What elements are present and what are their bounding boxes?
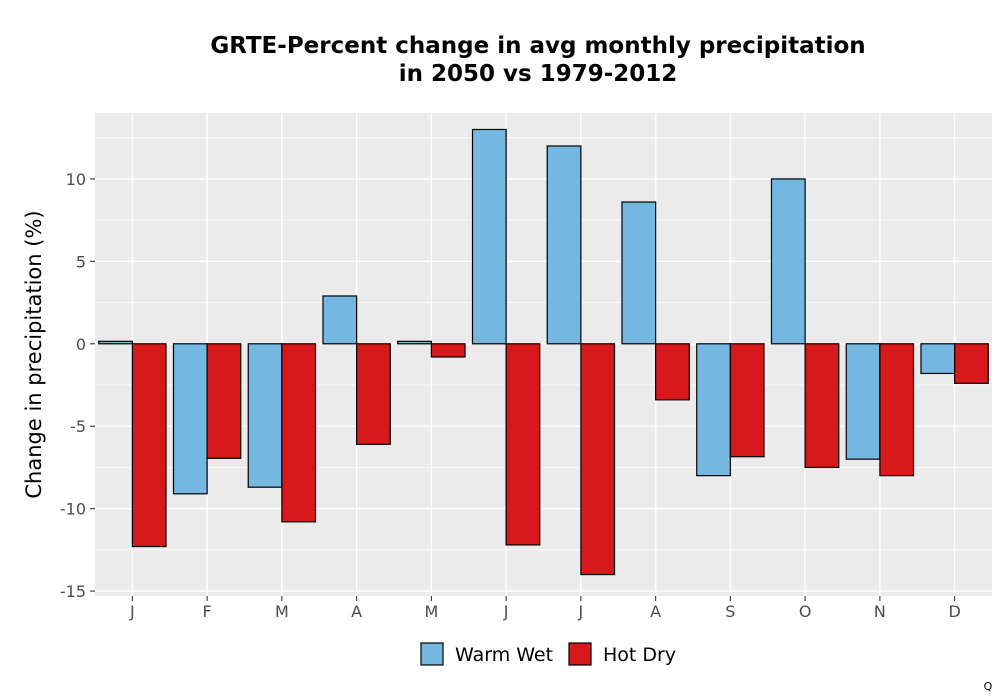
legend: Warm Wet Hot Dry	[420, 642, 676, 666]
y-tick-label: -15	[60, 582, 86, 601]
legend-swatch-warm-wet	[420, 642, 444, 666]
bar-warm-wet-9	[696, 343, 731, 477]
x-tick-label: F	[203, 602, 212, 621]
bar-hot-dry-9	[729, 343, 765, 458]
bar-hot-dry-1	[131, 343, 167, 548]
x-tick-label: D	[948, 602, 960, 621]
bar-warm-wet-5	[397, 340, 432, 345]
bar-hot-dry-11	[879, 343, 915, 477]
bar-warm-wet-7	[546, 145, 582, 345]
bar-hot-dry-4	[356, 343, 391, 445]
bar-warm-wet-6	[471, 128, 507, 345]
bar-warm-wet-11	[845, 343, 881, 460]
y-axis: -15 -10 -5 0 5 10	[60, 170, 95, 601]
y-tick-label: -5	[70, 417, 86, 436]
plot-panel	[95, 113, 992, 596]
bar-warm-wet-12	[920, 343, 956, 375]
bars	[98, 128, 989, 576]
bar-warm-wet-3	[247, 343, 283, 488]
bar-hot-dry-3	[281, 343, 317, 523]
bar-hot-dry-12	[954, 343, 989, 384]
x-tick-label: M	[424, 602, 438, 621]
x-tick-label: A	[650, 602, 661, 621]
legend-swatch-hot-dry	[568, 642, 592, 666]
x-tick-label: O	[799, 602, 812, 621]
grid-minor	[95, 137, 992, 551]
x-tick-label: M	[275, 602, 289, 621]
bar-hot-dry-5	[430, 343, 466, 358]
bar-warm-wet-10	[770, 178, 806, 345]
x-tick-label: A	[351, 602, 362, 621]
chart-title-line-2: in 2050 vs 1979-2012	[399, 61, 678, 87]
bar-warm-wet-1	[98, 340, 133, 345]
chart-title-line-1: GRTE-Percent change in avg monthly preci…	[210, 33, 865, 59]
y-axis-label: Change in precipitation (%)	[22, 210, 46, 498]
x-tick-label: J	[129, 602, 135, 621]
y-tick-label: 5	[76, 252, 86, 271]
bar-warm-wet-4	[322, 295, 358, 345]
y-tick-label: 0	[76, 335, 86, 354]
bar-hot-dry-7	[580, 343, 616, 576]
y-tick-label: 10	[66, 170, 86, 189]
y-tick-label: -10	[60, 500, 86, 519]
bar-warm-wet-8	[621, 201, 657, 345]
bar-hot-dry-2	[206, 343, 242, 459]
chart-title: GRTE-Percent change in avg monthly preci…	[210, 33, 865, 87]
x-tick-label: J	[578, 602, 584, 621]
x-tick-label: J	[503, 602, 509, 621]
legend-label-warm-wet: Warm Wet	[455, 644, 553, 666]
corner-mark: Q	[984, 680, 993, 693]
bar-hot-dry-8	[655, 343, 690, 401]
x-tick-label: N	[874, 602, 886, 621]
legend-label-hot-dry: Hot Dry	[603, 644, 676, 666]
bar-hot-dry-10	[804, 343, 840, 469]
bar-hot-dry-6	[505, 343, 541, 546]
x-tick-label: S	[725, 602, 735, 621]
bar-warm-wet-2	[172, 343, 208, 495]
